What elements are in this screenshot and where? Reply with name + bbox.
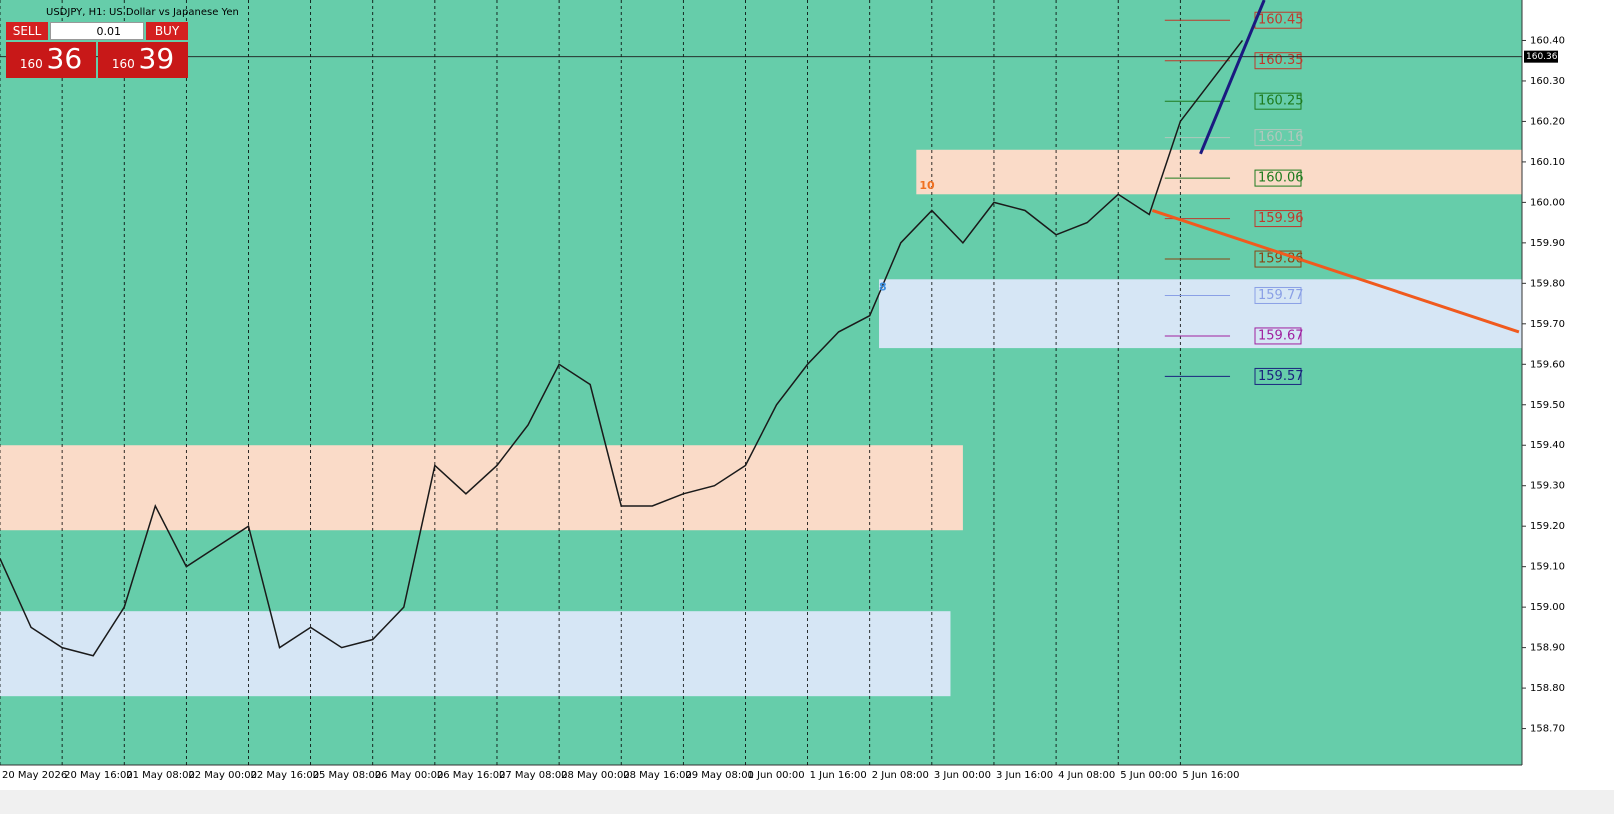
level-label: 159.77 <box>1258 288 1304 303</box>
level-label: 159.96 <box>1258 211 1304 226</box>
ask-pips: 39 <box>138 42 175 75</box>
price-axis <box>1522 0 1614 790</box>
y-tick-label: 158.70 <box>1530 724 1565 735</box>
level-label: 160.06 <box>1258 171 1304 186</box>
volume-input[interactable]: 0.01 <box>50 22 144 40</box>
level-label: 160.45 <box>1258 13 1304 28</box>
annotation: 8 <box>879 280 887 293</box>
x-tick-label: 28 May 16:00 <box>623 770 692 781</box>
x-tick-label: 4 Jun 08:00 <box>1058 770 1115 781</box>
buy-button[interactable]: BUY <box>146 22 188 40</box>
y-tick-label: 159.80 <box>1530 278 1565 289</box>
x-tick-label: 20 May 16:00 <box>64 770 133 781</box>
y-tick-label: 160.30 <box>1530 76 1565 87</box>
x-tick-label: 5 Jun 16:00 <box>1182 770 1239 781</box>
x-tick-label: 20 May 2026 <box>2 770 67 781</box>
level-box <box>1254 210 1302 228</box>
level-label: 160.16 <box>1258 130 1304 145</box>
bid-big: 160 <box>19 57 43 71</box>
x-tick-label: 27 May 08:00 <box>499 770 568 781</box>
level-box <box>1254 169 1302 187</box>
y-tick-label: 159.50 <box>1530 400 1565 411</box>
x-tick-label: 1 Jun 00:00 <box>747 770 804 781</box>
current-price-label: 160.36 <box>1526 52 1558 62</box>
level-box <box>1254 367 1302 385</box>
y-tick-label: 160.20 <box>1530 116 1565 127</box>
ask-big: 160 <box>111 57 135 71</box>
y-tick-label: 158.80 <box>1530 683 1565 694</box>
ask-box: 160 39 <box>98 42 188 78</box>
x-tick-label: 25 May 08:00 <box>313 770 382 781</box>
trade-panel: SELL 0.01 BUY 160 36 160 39 <box>6 22 188 78</box>
x-tick-label: 3 Jun 00:00 <box>934 770 991 781</box>
y-tick-label: 160.10 <box>1530 157 1565 168</box>
x-tick-label: 29 May 08:00 <box>685 770 754 781</box>
x-tick-label: 1 Jun 16:00 <box>810 770 867 781</box>
annotation: 10 <box>919 179 935 192</box>
y-tick-label: 160.40 <box>1530 35 1565 46</box>
trendline <box>1199 0 1266 155</box>
x-tick-label: 26 May 00:00 <box>375 770 444 781</box>
zone <box>0 445 963 531</box>
level-label: 160.35 <box>1258 53 1304 68</box>
level-label: 159.67 <box>1258 328 1304 343</box>
sell-button[interactable]: SELL <box>6 22 48 40</box>
trendline <box>1151 209 1520 334</box>
x-tick-label: 22 May 16:00 <box>250 770 319 781</box>
scroll-bar[interactable] <box>0 790 1614 814</box>
y-tick-label: 159.30 <box>1530 481 1565 492</box>
level-box <box>1254 129 1302 147</box>
level-box <box>1254 52 1302 70</box>
zone <box>916 149 1522 195</box>
level-box <box>1254 92 1302 110</box>
price-line <box>0 40 1244 657</box>
x-tick-label: 22 May 00:00 <box>188 770 257 781</box>
y-tick-label: 159.40 <box>1530 440 1565 451</box>
y-tick-label: 158.90 <box>1530 643 1565 654</box>
level-box <box>1254 286 1302 304</box>
zone <box>879 279 1522 349</box>
y-tick-label: 160.00 <box>1530 197 1565 208</box>
y-tick-label: 159.00 <box>1530 602 1565 613</box>
bid-box: 160 36 <box>6 42 96 78</box>
current-price-tag <box>1524 50 1558 63</box>
x-tick-label: 28 May 00:00 <box>561 770 630 781</box>
x-tick-label: 3 Jun 16:00 <box>996 770 1053 781</box>
level-box <box>1254 327 1302 345</box>
header-title: USDJPY, H1: US Dollar vs Japanese Yen <box>46 7 239 18</box>
x-tick-label: 21 May 08:00 <box>126 770 195 781</box>
y-tick-label: 159.70 <box>1530 319 1565 330</box>
y-tick-label: 159.60 <box>1530 359 1565 370</box>
x-tick-label: 26 May 16:00 <box>437 770 506 781</box>
y-tick-label: 159.90 <box>1530 238 1565 249</box>
x-tick-label: 5 Jun 00:00 <box>1120 770 1177 781</box>
y-tick-label: 159.10 <box>1530 562 1565 573</box>
bid-pips: 36 <box>46 42 83 75</box>
y-tick-label: 159.20 <box>1530 521 1565 532</box>
level-label: 160.25 <box>1258 94 1304 109</box>
x-tick-label: 2 Jun 08:00 <box>872 770 929 781</box>
zone <box>0 611 951 697</box>
level-label: 159.57 <box>1258 369 1304 384</box>
